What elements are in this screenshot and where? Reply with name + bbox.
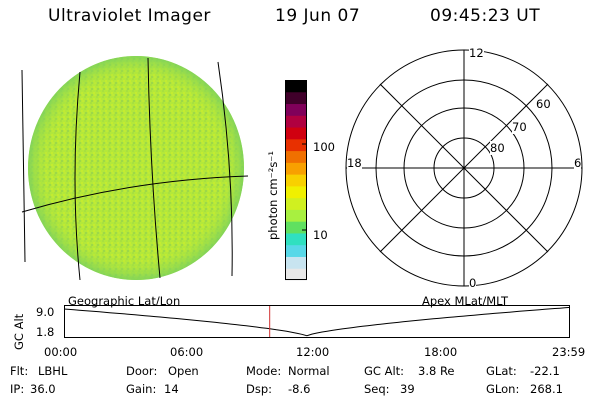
mlt-label-12: 12 <box>469 46 484 60</box>
mlt-label-6: 6 <box>574 156 582 170</box>
altitude-xtick-2359: 23:59 <box>552 345 586 359</box>
colorbar-tick-100: 100 <box>313 140 335 154</box>
colorbar-band <box>285 80 307 93</box>
info-door-key: Door: <box>126 364 158 378</box>
colorbar-band <box>285 115 307 128</box>
info-glon-value: 268.1 <box>530 382 563 396</box>
colorbar-band <box>285 174 307 187</box>
altitude-ytick-bottom: 1.8 <box>36 325 55 339</box>
colorbar-band <box>285 103 307 116</box>
info-ip-value: 36.0 <box>30 382 56 396</box>
colorbar-band <box>285 197 307 210</box>
info-flt-value: LBHL <box>38 364 68 378</box>
info-gcalt-key: GC Alt: <box>364 364 405 378</box>
instrument-title: Ultraviolet Imager <box>48 6 211 26</box>
lat-label-80: 80 <box>490 141 505 155</box>
colorbar-band <box>285 91 307 105</box>
colorbar-band <box>285 209 307 222</box>
colorbar-band <box>285 162 307 175</box>
info-ip-key: IP: <box>10 382 25 396</box>
altitude-xtick-0600: 06:00 <box>170 345 204 359</box>
altitude-xtick-1800: 18:00 <box>424 345 458 359</box>
colorbar-tick-10: 10 <box>313 228 328 242</box>
colorbar-band <box>285 244 307 257</box>
info-glon-key: GLon: <box>486 382 520 396</box>
info-glat-key: GLat: <box>486 364 517 378</box>
info-glat-value: -22.1 <box>530 364 560 378</box>
info-gain-value: 14 <box>164 382 179 396</box>
colorbar-band <box>285 138 307 152</box>
info-mode-key: Mode: <box>246 364 282 378</box>
polar-projection-label: Apex MLat/MLT <box>422 294 509 308</box>
colorbar-band <box>285 127 307 140</box>
altitude-plot <box>63 305 571 338</box>
mlt-label-0: 0 <box>469 276 477 290</box>
altitude-xtick-1200: 12:00 <box>296 345 330 359</box>
colorbar-band <box>285 268 307 281</box>
lat-label-70: 70 <box>512 120 527 134</box>
colorbar-band <box>285 256 307 269</box>
altitude-ytick-top: 9.0 <box>36 305 55 319</box>
info-dsp-value: -8.6 <box>288 382 311 396</box>
colorbar-band <box>285 185 307 199</box>
info-flt-key: Flt: <box>10 364 29 378</box>
observation-date: 19 Jun 07 <box>275 6 361 26</box>
altitude-xtick-0000: 00:00 <box>44 345 78 359</box>
info-door-value: Open <box>168 364 199 378</box>
altitude-curve <box>63 306 571 337</box>
mlt-label-18: 18 <box>347 156 362 170</box>
colorbar-band <box>285 232 307 246</box>
info-gcalt-value: 3.8 Re <box>418 364 455 378</box>
observation-time: 09:45:23 UT <box>430 6 541 26</box>
info-dsp-key: Dsp: <box>246 382 273 396</box>
altitude-ylabel: GC Alt <box>12 313 26 350</box>
lat-label-60: 60 <box>536 97 551 111</box>
image-projection-label: Geographic Lat/Lon <box>68 294 181 308</box>
colorbar-band <box>285 150 307 163</box>
colorbar-band <box>285 221 307 234</box>
info-mode-value: Normal <box>288 364 330 378</box>
geo-grid-lines <box>21 57 249 281</box>
colorbar <box>285 80 307 281</box>
info-seq-key: Seq: <box>364 382 390 396</box>
info-seq-value: 39 <box>400 382 415 396</box>
info-gain-key: Gain: <box>126 382 157 396</box>
